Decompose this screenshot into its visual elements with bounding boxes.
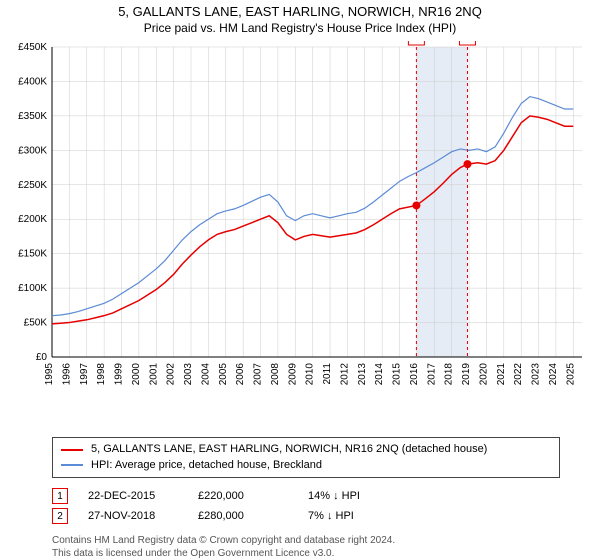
svg-text:2011: 2011 [322,363,333,385]
svg-text:£100K: £100K [18,283,47,294]
svg-text:2009: 2009 [287,363,298,386]
chart-subtitle: Price paid vs. HM Land Registry's House … [0,21,600,35]
license-text: Contains HM Land Registry data © Crown c… [52,534,560,560]
svg-text:2025: 2025 [565,363,576,386]
license-line-1: Contains HM Land Registry data © Crown c… [52,534,560,547]
svg-text:£200K: £200K [18,214,47,225]
svg-text:2006: 2006 [235,363,246,386]
svg-text:1: 1 [414,41,420,44]
license-line-2: This data is licensed under the Open Gov… [52,547,560,560]
legend-row: 5, GALLANTS LANE, EAST HARLING, NORWICH,… [61,442,551,457]
svg-text:2008: 2008 [270,363,281,386]
svg-text:2019: 2019 [461,363,472,386]
chart-title: 5, GALLANTS LANE, EAST HARLING, NORWICH,… [0,4,600,19]
chart-area: £0 £50K £100K £150K £200K £250K £300K £350K £400… [0,41,590,433]
svg-text:2000: 2000 [131,363,142,386]
svg-text:1998: 1998 [96,363,107,386]
svg-text:£450K: £450K [18,42,47,53]
svg-text:2003: 2003 [183,363,194,386]
sale-marker-index-box: 2 [52,508,68,524]
svg-text:£250K: £250K [18,180,47,191]
svg-text:2024: 2024 [548,363,559,386]
svg-text:1996: 1996 [61,363,72,386]
svg-text:2001: 2001 [148,363,159,386]
page-root: 5, GALLANTS LANE, EAST HARLING, NORWICH,… [0,0,600,560]
svg-text:2023: 2023 [531,363,542,386]
sale-marker-price: £220,000 [198,490,288,502]
svg-text:£150K: £150K [18,249,47,260]
sale-marker-date: 27-NOV-2018 [88,510,178,522]
chart-svg: £0 £50K £100K £150K £200K £250K £300K £350K £400… [0,41,600,401]
svg-text:2007: 2007 [253,363,264,386]
sale-marker-row: 1 22-DEC-2015 £220,000 14% ↓ HPI [52,488,560,504]
legend: 5, GALLANTS LANE, EAST HARLING, NORWICH,… [52,437,560,478]
svg-text:2018: 2018 [444,363,455,386]
sale-marker-table: 1 22-DEC-2015 £220,000 14% ↓ HPI 2 27-NOV-201… [52,484,560,528]
svg-text:1999: 1999 [114,363,125,386]
sale-marker-delta: 7% ↓ HPI [308,510,398,522]
svg-text:2010: 2010 [305,363,316,386]
titles: 5, GALLANTS LANE, EAST HARLING, NORWICH,… [0,0,600,41]
svg-text:£350K: £350K [18,111,47,122]
svg-text:£0: £0 [36,352,48,363]
svg-text:£50K: £50K [24,318,48,329]
sale-marker-index-box: 1 [52,488,68,504]
svg-text:1995: 1995 [44,363,55,386]
legend-label: HPI: Average price, detached house, Brec… [91,458,322,473]
svg-text:2021: 2021 [496,363,507,386]
sale-marker-row: 2 27-NOV-2018 £280,000 7% ↓ HPI [52,508,560,524]
svg-text:2013: 2013 [357,363,368,386]
svg-text:£400K: £400K [18,76,47,87]
svg-text:2005: 2005 [218,363,229,386]
svg-text:2020: 2020 [478,363,489,386]
legend-label: 5, GALLANTS LANE, EAST HARLING, NORWICH,… [91,442,487,457]
svg-text:2022: 2022 [513,363,524,386]
legend-row: HPI: Average price, detached house, Brec… [61,458,551,473]
legend-swatch [61,449,83,451]
svg-text:2014: 2014 [374,363,385,386]
svg-text:2012: 2012 [339,363,350,386]
svg-text:£300K: £300K [18,145,47,156]
svg-text:2: 2 [465,41,471,44]
sale-marker-delta: 14% ↓ HPI [308,490,398,502]
svg-text:2017: 2017 [426,363,437,386]
svg-text:2016: 2016 [409,363,420,386]
sale-marker-date: 22-DEC-2015 [88,490,178,502]
svg-text:2015: 2015 [392,363,403,386]
svg-text:2004: 2004 [200,363,211,386]
svg-text:2002: 2002 [166,363,177,386]
legend-swatch [61,464,83,466]
svg-text:1997: 1997 [79,363,90,386]
sale-marker-price: £280,000 [198,510,288,522]
